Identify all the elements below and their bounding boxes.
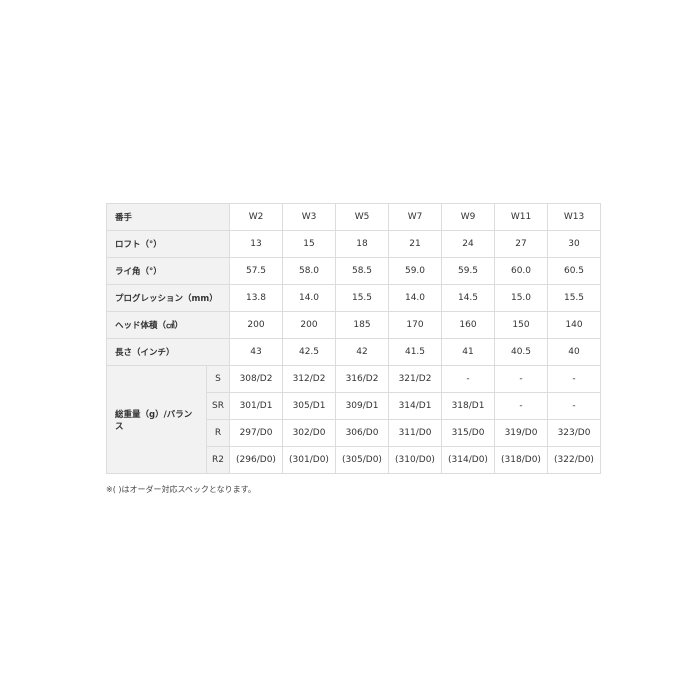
table-cell: 14.5 (441, 284, 495, 312)
table-cell: 59.0 (388, 257, 442, 285)
table-cell: 15 (282, 230, 336, 258)
row-label: 長さ（インチ） (106, 338, 230, 366)
row-label: ロフト（°） (106, 230, 230, 258)
table-cell: 200 (282, 311, 336, 339)
table-cell: 319/D0 (494, 419, 548, 447)
table-cell: (310/D0) (388, 446, 442, 474)
table-cell: 318/D1 (441, 392, 495, 420)
table-cell: 314/D1 (388, 392, 442, 420)
spec-table: 番手 W2 W3 W5 W7 W9 W11 W13 ロフト（°） 13 15 18 21 24 27 30 ライ… (106, 203, 601, 474)
table-cell: 42 (335, 338, 389, 366)
table-cell: 41.5 (388, 338, 442, 366)
table-cell: 40 (547, 338, 601, 366)
table-cell: 24 (441, 230, 495, 258)
table-cell: 309/D1 (335, 392, 389, 420)
table-cell: 200 (229, 311, 283, 339)
table-row: 長さ（インチ） 43 42.5 42 41.5 41 40.5 40 (106, 338, 601, 366)
table-cell: 18 (335, 230, 389, 258)
table-row: ロフト（°） 13 15 18 21 24 27 30 (106, 230, 601, 258)
table-cell: 160 (441, 311, 495, 339)
table-cell: - (547, 392, 601, 420)
table-cell: - (494, 365, 548, 393)
table-cell: (296/D0) (229, 446, 283, 474)
table-cell: 59.5 (441, 257, 495, 285)
table-cell: 42.5 (282, 338, 336, 366)
column-header: W7 (388, 203, 442, 231)
table-cell: - (441, 365, 495, 393)
row-label: 総重量（g）/バランス (106, 365, 207, 474)
flex-label: S (206, 365, 230, 393)
table-cell: 15.5 (547, 284, 601, 312)
column-header: W2 (229, 203, 283, 231)
table-cell: 13.8 (229, 284, 283, 312)
column-header: W3 (282, 203, 336, 231)
flex-label: SR (206, 392, 230, 420)
flex-label: R (206, 419, 230, 447)
table-cell: 185 (335, 311, 389, 339)
row-label: ヘッド体積（㎤） (106, 311, 230, 339)
table-cell: (314/D0) (441, 446, 495, 474)
table-cell: 315/D0 (441, 419, 495, 447)
table-cell: (318/D0) (494, 446, 548, 474)
table-row: ライ角（°） 57.5 58.0 58.5 59.0 59.5 60.0 60.5 (106, 257, 601, 285)
table-cell: 57.5 (229, 257, 283, 285)
header-row: 番手 W2 W3 W5 W7 W9 W11 W13 (106, 203, 601, 231)
column-header: W13 (547, 203, 601, 231)
table-cell: 27 (494, 230, 548, 258)
table-cell: 305/D1 (282, 392, 336, 420)
table-cell: 301/D1 (229, 392, 283, 420)
footnote: ※( )はオーダー対応スペックとなります。 (106, 485, 256, 494)
table-cell: (305/D0) (335, 446, 389, 474)
table-cell: 306/D0 (335, 419, 389, 447)
table-cell: (322/D0) (547, 446, 601, 474)
row-label: 番手 (106, 203, 230, 231)
table-cell: 321/D2 (388, 365, 442, 393)
table-cell: 58.0 (282, 257, 336, 285)
table-cell: 13 (229, 230, 283, 258)
table-cell: - (494, 392, 548, 420)
column-header: W11 (494, 203, 548, 231)
column-header: W5 (335, 203, 389, 231)
table-row: ヘッド体積（㎤） 200 200 185 170 160 150 140 (106, 311, 601, 339)
table-cell: 58.5 (335, 257, 389, 285)
column-header: W9 (441, 203, 495, 231)
row-label: ライ角（°） (106, 257, 230, 285)
table-cell: 14.0 (388, 284, 442, 312)
table-cell: 43 (229, 338, 283, 366)
table-cell: 14.0 (282, 284, 336, 312)
table-row: プログレッション（mm） 13.8 14.0 15.5 14.0 14.5 15.0 15.5 (106, 284, 601, 312)
table-cell: 170 (388, 311, 442, 339)
table-cell: 323/D0 (547, 419, 601, 447)
table-cell: 15.5 (335, 284, 389, 312)
table-cell: - (547, 365, 601, 393)
weight-row: 総重量（g）/バランス S 308/D2 312/D2 316/D2 321/D2- - - (106, 365, 601, 474)
table-cell: 140 (547, 311, 601, 339)
table-cell: 60.0 (494, 257, 548, 285)
table-cell: 308/D2 (229, 365, 283, 393)
table-cell: 150 (494, 311, 548, 339)
table-cell: 41 (441, 338, 495, 366)
table-cell: 297/D0 (229, 419, 283, 447)
table-cell: 15.0 (494, 284, 548, 312)
table-cell: 311/D0 (388, 419, 442, 447)
weight-row: SR 301/D1 305/D1 309/D1 314/D1 318/D1- - (107, 392, 601, 420)
weight-row: R2 (296/D0) (301/D0) (305/D0) (310/D0) (314/D… (107, 446, 601, 474)
row-label: プログレッション（mm） (106, 284, 230, 312)
flex-label: R2 (206, 446, 230, 474)
table-cell: 21 (388, 230, 442, 258)
table-cell: 60.5 (547, 257, 601, 285)
table-cell: 302/D0 (282, 419, 336, 447)
table-cell: 312/D2 (282, 365, 336, 393)
table-cell: 316/D2 (335, 365, 389, 393)
table-cell: 40.5 (494, 338, 548, 366)
table-cell: 30 (547, 230, 601, 258)
table-cell: (301/D0) (282, 446, 336, 474)
